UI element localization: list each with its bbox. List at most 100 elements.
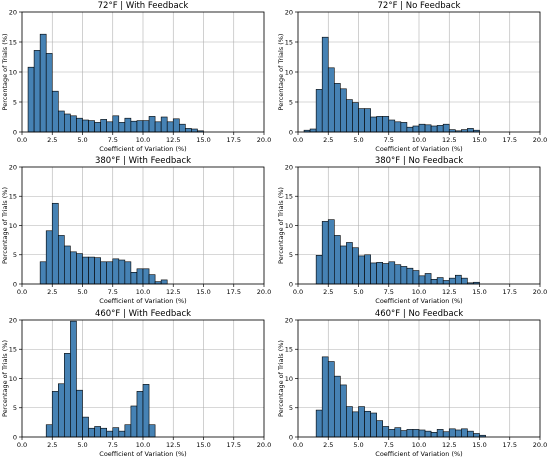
- x-tick-label: 7.5: [108, 288, 118, 296]
- y-tick-label: 15: [285, 346, 293, 354]
- histogram-bar: [160, 116, 168, 133]
- histogram-bar: [321, 221, 329, 285]
- histogram-bar: [388, 119, 396, 133]
- x-axis-label: Coefficient of Variation (%): [375, 450, 462, 457]
- histogram-bar: [382, 116, 390, 133]
- histogram-bar: [172, 118, 180, 133]
- histogram-bar: [64, 353, 71, 438]
- histogram-bar: [112, 258, 120, 285]
- y-tick-label: 10: [9, 68, 17, 76]
- x-tick-label: 0.0: [17, 288, 27, 296]
- histogram-bar: [321, 356, 329, 438]
- histogram-bar: [142, 384, 150, 438]
- chart-title: 460°F | With Feedback: [95, 309, 191, 319]
- histogram-bar: [388, 429, 396, 438]
- x-axis-label: Coefficient of Variation (%): [99, 450, 186, 457]
- x-tick-label: 5.0: [77, 441, 87, 449]
- histogram-bar: [418, 123, 426, 133]
- histogram-bar: [142, 268, 150, 285]
- histogram-bar: [467, 430, 474, 438]
- chart-title: 380°F | No Feedback: [375, 156, 463, 166]
- x-tick-label: 5.0: [353, 441, 363, 449]
- x-tick-label: 5.0: [77, 288, 87, 296]
- x-tick-label: 15.0: [196, 288, 210, 296]
- x-tick-label: 15.0: [472, 288, 486, 296]
- histogram-bar: [346, 242, 353, 285]
- histogram-bar: [418, 275, 426, 285]
- x-tick-label: 10.0: [412, 136, 426, 144]
- y-tick-label: 15: [285, 193, 293, 201]
- histogram-bar: [70, 320, 77, 438]
- x-tick-label: 17.5: [503, 136, 517, 144]
- histogram-bar: [160, 279, 168, 285]
- histogram-bar: [358, 406, 365, 438]
- histogram-bar: [333, 83, 341, 133]
- histogram-bar: [473, 433, 480, 438]
- y-tick-label: 20: [9, 8, 17, 16]
- chart-panel-2: 0.0 2.5 5.0 7.5 10.0 12.5 15.0 17.5 20.0 0 5 10 15 20…: [277, 1, 547, 153]
- y-axis-label: Percentage of Trials (%): [277, 187, 285, 264]
- x-tick-label: 20.0: [257, 441, 271, 449]
- y-tick-label: 20: [285, 163, 293, 171]
- histogram-bar: [191, 128, 198, 133]
- histogram-bar: [382, 426, 390, 438]
- x-tick-label: 17.5: [503, 441, 517, 449]
- x-tick-label: 15.0: [472, 136, 486, 144]
- x-tick-label: 5.0: [353, 136, 363, 144]
- histogram-bar: [327, 361, 335, 438]
- x-axis-label: Coefficient of Variation (%): [99, 297, 186, 305]
- x-tick-label: 7.5: [108, 136, 118, 144]
- y-tick-label: 10: [285, 68, 293, 76]
- histogram-bar: [112, 427, 120, 438]
- histogram-bar: [412, 270, 420, 285]
- x-tick-label: 2.5: [323, 441, 333, 449]
- x-tick-label: 20.0: [533, 288, 547, 296]
- x-tick-label: 17.5: [503, 288, 517, 296]
- histogram-bar: [436, 429, 444, 438]
- histogram-bar: [100, 261, 108, 285]
- histogram-bar: [94, 257, 101, 285]
- histogram-bar: [51, 391, 59, 438]
- histogram-bar: [154, 121, 162, 133]
- y-axis-label: Percentage of Trials (%): [1, 340, 9, 417]
- histogram-bar: [148, 274, 156, 285]
- x-tick-label: 12.5: [166, 136, 180, 144]
- histogram-bar: [82, 416, 89, 438]
- histogram-bar: [309, 128, 317, 133]
- chart-title: 72°F | With Feedback: [98, 1, 189, 11]
- x-tick-label: 12.5: [442, 136, 456, 144]
- x-tick-label: 2.5: [47, 136, 57, 144]
- x-tick-label: 20.0: [533, 441, 547, 449]
- x-tick-label: 2.5: [47, 441, 57, 449]
- histogram-bar: [179, 123, 186, 133]
- histogram-bar: [352, 247, 359, 285]
- histogram-bar: [70, 115, 77, 133]
- histogram-bar: [33, 50, 41, 133]
- histogram-bar: [394, 121, 402, 133]
- x-tick-label: 15.0: [196, 136, 210, 144]
- x-tick-label: 10.0: [136, 288, 150, 296]
- histogram-bar: [394, 427, 402, 438]
- histogram-bar: [64, 245, 71, 285]
- x-tick-label: 0.0: [293, 288, 303, 296]
- histogram-bar: [448, 428, 456, 438]
- histogram-bar: [112, 115, 120, 133]
- x-tick-label: 12.5: [166, 288, 180, 296]
- histogram-bar: [45, 230, 53, 285]
- y-tick-label: 5: [13, 98, 17, 106]
- histogram-bar: [327, 219, 335, 285]
- histogram-bar: [315, 89, 323, 133]
- x-tick-label: 2.5: [323, 288, 333, 296]
- histogram-bar: [400, 122, 408, 133]
- x-tick-label: 10.0: [136, 441, 150, 449]
- histogram-bar: [430, 279, 438, 285]
- histogram-bar: [376, 262, 383, 285]
- histogram-bar: [461, 428, 468, 438]
- histogram-bar: [82, 256, 89, 285]
- chart-panel-6: 0.0 2.5 5.0 7.5 10.0 12.5 15.0 17.5 20.0 0 5 10 15 20…: [277, 309, 547, 457]
- histogram-bar: [461, 277, 468, 285]
- y-tick-label: 5: [13, 404, 17, 412]
- x-tick-label: 10.0: [412, 288, 426, 296]
- histogram-bar: [400, 430, 408, 438]
